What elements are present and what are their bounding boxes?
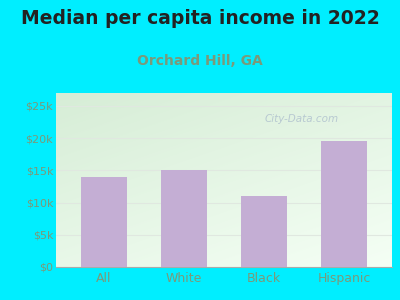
- Bar: [321, 141, 367, 267]
- Bar: [241, 196, 287, 267]
- Bar: [161, 170, 207, 267]
- Bar: [81, 177, 127, 267]
- Text: Median per capita income in 2022: Median per capita income in 2022: [21, 9, 379, 28]
- Text: Orchard Hill, GA: Orchard Hill, GA: [137, 54, 263, 68]
- Text: City-Data.com: City-Data.com: [264, 114, 338, 124]
